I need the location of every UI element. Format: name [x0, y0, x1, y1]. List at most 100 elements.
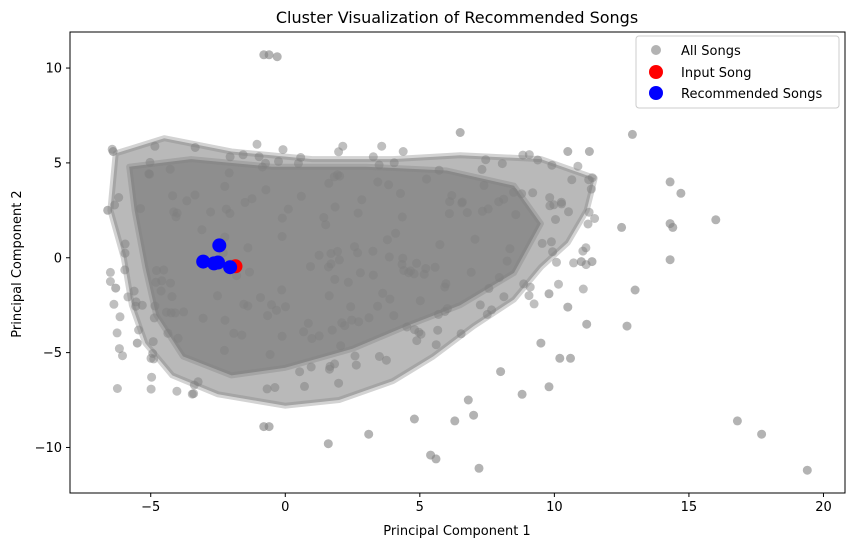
all-songs-point — [524, 150, 534, 160]
all-songs-point — [368, 246, 378, 256]
y-tick-label: −5 — [43, 346, 62, 361]
x-tick-label: −5 — [141, 500, 160, 515]
recommended-song-point — [211, 255, 225, 270]
all-songs-point — [469, 410, 479, 420]
all-songs-point — [265, 350, 275, 359]
all-songs-point — [546, 237, 556, 247]
all-songs-point — [150, 301, 160, 311]
all-songs-point — [277, 285, 287, 295]
all-songs-point — [272, 305, 281, 315]
all-songs-point — [171, 212, 181, 222]
all-songs-point — [179, 307, 189, 317]
all-songs-point — [347, 315, 357, 325]
all-songs-point — [544, 289, 554, 299]
all-songs-point — [389, 158, 399, 168]
all-songs-point — [398, 147, 408, 156]
all-songs-point — [509, 187, 519, 197]
all-songs-point — [163, 328, 173, 338]
all-songs-point — [330, 202, 340, 212]
all-songs-point — [802, 465, 812, 475]
all-songs-point — [118, 351, 127, 361]
all-songs-point — [182, 196, 192, 206]
all-songs-point — [373, 177, 383, 187]
x-tick-label: 5 — [416, 500, 424, 515]
all-songs-point — [409, 269, 419, 279]
legend-box — [635, 35, 840, 109]
all-songs-point — [412, 336, 422, 346]
all-songs-point — [343, 277, 353, 287]
legend: All Songs Input Song Recommended Songs — [635, 35, 840, 109]
all-songs-point — [551, 215, 560, 224]
all-songs-point — [410, 325, 419, 335]
all-songs-point — [277, 232, 287, 241]
all-songs-cloud — [105, 135, 600, 409]
all-songs-point — [475, 300, 485, 310]
all-songs-point — [324, 178, 334, 188]
x-tick-label: 20 — [815, 500, 832, 515]
all-songs-point — [584, 207, 594, 217]
all-songs-point — [630, 285, 640, 295]
all-songs-point — [384, 252, 394, 262]
all-songs-point — [213, 291, 222, 301]
all-songs-point — [270, 383, 280, 392]
all-songs-point — [123, 292, 133, 302]
all-songs-point — [330, 274, 340, 284]
all-songs-point — [450, 416, 460, 426]
all-songs-point — [434, 165, 444, 175]
recommended-song-point — [196, 254, 211, 269]
all-songs-point — [326, 249, 336, 258]
all-songs-point — [481, 155, 491, 165]
all-songs-point — [627, 129, 637, 139]
all-songs-point — [676, 188, 686, 198]
y-tick-label: 10 — [45, 62, 62, 77]
all-songs-point — [494, 273, 504, 282]
all-songs-point — [566, 353, 575, 363]
all-songs-point — [252, 139, 262, 149]
all-songs-point — [391, 228, 401, 238]
all-songs-point — [190, 143, 200, 152]
y-axis-label: Principal Component 2 — [10, 190, 25, 337]
all-songs-point — [225, 152, 235, 162]
all-songs-point — [261, 158, 270, 168]
all-songs-point — [120, 265, 130, 275]
all-songs-point — [396, 188, 405, 198]
all-songs-point — [323, 439, 333, 449]
legend-marker-recommended-songs — [649, 86, 663, 100]
all-songs-point — [300, 381, 309, 391]
all-songs-point — [576, 257, 586, 267]
all-songs-point — [668, 222, 678, 232]
all-songs-point — [569, 258, 579, 268]
all-songs-point — [324, 291, 334, 301]
all-songs-point — [147, 372, 157, 382]
all-songs-point — [109, 299, 119, 309]
all-songs-point — [314, 331, 324, 341]
all-songs-point — [517, 189, 527, 199]
all-songs-point — [256, 293, 265, 303]
all-songs-point — [120, 248, 130, 258]
all-songs-point — [524, 291, 534, 301]
all-songs-point — [757, 429, 767, 439]
all-songs-point — [732, 416, 742, 426]
all-songs-point — [564, 207, 573, 217]
all-songs-point — [112, 328, 122, 338]
all-songs-point — [350, 351, 360, 361]
all-songs-point — [277, 213, 287, 223]
all-songs-point — [466, 267, 476, 277]
all-songs-point — [170, 308, 180, 318]
all-songs-point — [238, 150, 248, 160]
all-songs-point — [529, 299, 539, 309]
all-songs-point — [136, 204, 145, 214]
legend-label-input-song: Input Song — [681, 66, 752, 81]
all-songs-point — [173, 333, 183, 343]
all-songs-point — [162, 307, 171, 317]
all-songs-point — [115, 312, 125, 322]
all-songs-point — [120, 239, 130, 249]
all-songs-point — [254, 152, 264, 162]
all-songs-point — [402, 322, 412, 332]
all-songs-point — [112, 384, 122, 393]
all-songs-point — [327, 325, 337, 335]
all-songs-point — [259, 422, 269, 432]
all-songs-point — [283, 204, 293, 214]
all-songs-point — [224, 168, 234, 178]
